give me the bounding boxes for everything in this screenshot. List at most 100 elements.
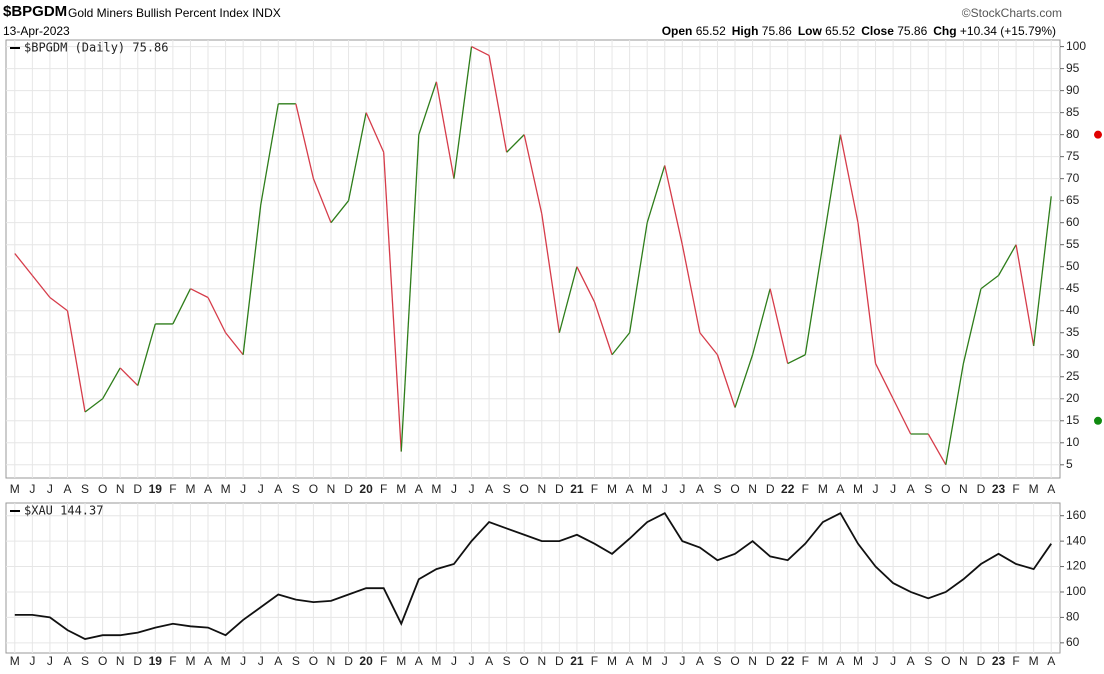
x-tick-label: N — [327, 482, 336, 496]
x-tick-label: F — [169, 482, 176, 496]
quote-value: 75.86 — [897, 24, 928, 38]
x-tick-label: O — [730, 654, 739, 668]
line-segment — [453, 46, 473, 179]
x-tick-label: M — [818, 482, 828, 496]
line-segment — [119, 367, 139, 387]
line-segment — [84, 398, 104, 413]
x-tick-label: F — [591, 654, 598, 668]
x-tick-label: F — [169, 654, 176, 668]
y-tick-label: 70 — [1066, 171, 1080, 185]
x-tick-label: F — [1012, 482, 1019, 496]
line-segment — [716, 354, 736, 408]
x-tick-label: A — [204, 482, 212, 496]
x-tick-label: A — [485, 482, 493, 496]
x-tick-label: A — [274, 654, 282, 668]
x-tick-label: A — [836, 482, 844, 496]
x-tick-label: M — [10, 482, 20, 496]
x-tick-label: M — [431, 654, 441, 668]
x-tick-label: A — [696, 654, 704, 668]
line-segment — [207, 297, 227, 334]
quote-label: High — [731, 24, 759, 38]
x-tick-label: O — [98, 654, 107, 668]
line-segment — [664, 165, 683, 245]
quote-value: 65.52 — [825, 24, 856, 38]
x-tick-label: O — [520, 654, 529, 668]
x-tick-label: N — [327, 654, 336, 668]
x-tick-label: N — [748, 482, 757, 496]
x-tick-label: J — [890, 654, 896, 668]
line-segment — [14, 253, 33, 276]
x-tick-label: D — [555, 482, 564, 496]
x-tick-label: J — [258, 654, 264, 668]
x-tick-label: S — [503, 654, 511, 668]
line-segment — [874, 363, 894, 400]
x-tick-label: J — [469, 482, 475, 496]
line-segment — [804, 244, 824, 355]
quote-value: +10.34 (+15.79%) — [959, 24, 1056, 38]
line-segment — [400, 134, 420, 452]
y-tick-label: 140 — [1066, 533, 1086, 547]
x-tick-label: M — [853, 654, 863, 668]
legend-label: $XAU 144.37 — [24, 504, 103, 518]
x-tick-label: J — [679, 654, 685, 668]
line-segment — [523, 134, 543, 215]
x-tick-label: A — [274, 482, 282, 496]
x-tick-label: F — [380, 654, 387, 668]
y-tick-label: 100 — [1066, 584, 1086, 598]
x-tick-label: A — [907, 654, 915, 668]
x-tick-label: J — [47, 654, 53, 668]
line-segment — [681, 244, 701, 333]
line-segment — [471, 46, 490, 56]
source: ©StockCharts.com — [961, 6, 1062, 20]
line-segment — [541, 213, 560, 333]
y-tick-label: 10 — [1066, 435, 1080, 449]
x-tick-label: J — [451, 482, 457, 496]
y-tick-label: 85 — [1066, 105, 1080, 119]
x-tick-label: M — [818, 654, 828, 668]
line-segment — [418, 81, 438, 135]
line-segment — [593, 301, 613, 355]
x-tick-label: S — [81, 654, 89, 668]
line-segment — [962, 288, 982, 364]
x-tick-label: J — [873, 482, 879, 496]
x-tick-label: N — [537, 482, 546, 496]
x-tick-label: 20 — [359, 482, 373, 496]
line-segment — [839, 134, 859, 223]
y-tick-label: 60 — [1066, 215, 1080, 229]
quote: Open 65.52 High 75.86 Low 65.52 Close 75.86… — [656, 24, 1056, 38]
x-tick-label: J — [873, 654, 879, 668]
quote-value: 65.52 — [695, 24, 726, 38]
line-segment — [102, 367, 121, 400]
x-tick-label: N — [537, 654, 546, 668]
x-tick-label: D — [766, 654, 775, 668]
x-tick-label: M — [642, 654, 652, 668]
x-tick-label: O — [730, 482, 739, 496]
x-tick-label: J — [29, 654, 35, 668]
line-segment — [506, 134, 525, 153]
plot-area — [5, 502, 1061, 654]
x-tick-label: S — [713, 482, 721, 496]
x-tick-label: M — [221, 654, 231, 668]
x-tick-label: S — [713, 654, 721, 668]
line-segment — [31, 275, 51, 298]
x-tick-label: A — [485, 654, 493, 668]
x-tick-label: D — [344, 482, 353, 496]
x-tick-label: J — [679, 482, 685, 496]
y-tick-label: 25 — [1066, 369, 1080, 383]
x-tick-label: J — [240, 482, 246, 496]
line-segment — [172, 288, 192, 325]
quote-label: Chg — [933, 24, 957, 38]
line-segment — [769, 288, 789, 364]
x-tick-label: 22 — [781, 482, 795, 496]
line-segment — [347, 112, 367, 201]
x-tick-label: O — [309, 482, 318, 496]
x-tick-label: M — [607, 482, 617, 496]
line-segment — [1033, 196, 1052, 347]
line-segment — [927, 433, 947, 466]
x-tick-label: M — [853, 482, 863, 496]
x-tick-label: J — [29, 482, 35, 496]
x-tick-label: D — [133, 654, 142, 668]
x-tick-label: D — [977, 654, 986, 668]
y-tick-label: 80 — [1066, 127, 1080, 141]
